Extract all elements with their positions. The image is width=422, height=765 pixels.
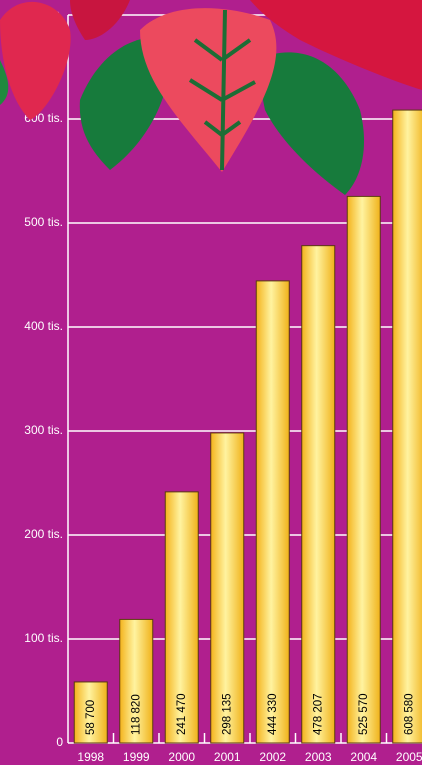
x-tick-label: 2000 bbox=[168, 750, 195, 764]
value-label: 298 135 bbox=[221, 693, 233, 735]
green-leaf bbox=[79, 37, 171, 170]
y-tick-label: 0 bbox=[56, 735, 63, 749]
x-tick-label: 1999 bbox=[123, 750, 150, 764]
poinsettia bbox=[0, 0, 422, 195]
bar bbox=[255, 280, 290, 744]
value-label: 58 700 bbox=[85, 700, 97, 735]
x-tick-label: 2004 bbox=[350, 750, 377, 764]
value-label: 118 820 bbox=[130, 694, 142, 735]
red-leaf bbox=[70, 0, 130, 40]
y-tick-label: 500 tis. bbox=[24, 215, 63, 229]
bar bbox=[301, 245, 336, 744]
value-label: 444 330 bbox=[267, 693, 279, 735]
value-label: 608 580 bbox=[403, 693, 415, 735]
x-tick-label: 2001 bbox=[214, 750, 241, 764]
y-tick-label: 100 tis. bbox=[24, 631, 63, 645]
value-label: 241 470 bbox=[176, 693, 188, 735]
y-tick-label: 200 tis. bbox=[24, 527, 63, 541]
red-leaf bbox=[0, 1, 71, 120]
bar bbox=[119, 618, 154, 744]
value-label: 478 207 bbox=[312, 693, 324, 735]
bar bbox=[73, 681, 108, 744]
bars-layer: 1998 58 700 1999 118 820 2000 241 470 2001 298 … bbox=[73, 109, 422, 764]
green-leaf bbox=[255, 52, 365, 195]
bar bbox=[392, 109, 422, 744]
bar bbox=[210, 432, 245, 744]
x-tick-label: 2002 bbox=[259, 750, 286, 764]
green-leaf bbox=[0, 60, 9, 105]
y-tick-label: 300 tis. bbox=[24, 423, 63, 437]
bar bbox=[346, 195, 381, 744]
x-tick-label: 1998 bbox=[77, 750, 104, 764]
y-tick-label: 400 tis. bbox=[24, 319, 63, 333]
leaf-vein bbox=[188, 9, 256, 171]
red-leaf bbox=[250, 0, 422, 90]
x-tick-label: 2003 bbox=[305, 750, 332, 764]
bar bbox=[164, 491, 199, 744]
value-label: 525 570 bbox=[358, 693, 370, 735]
x-tick-label: 2005 bbox=[396, 750, 422, 764]
